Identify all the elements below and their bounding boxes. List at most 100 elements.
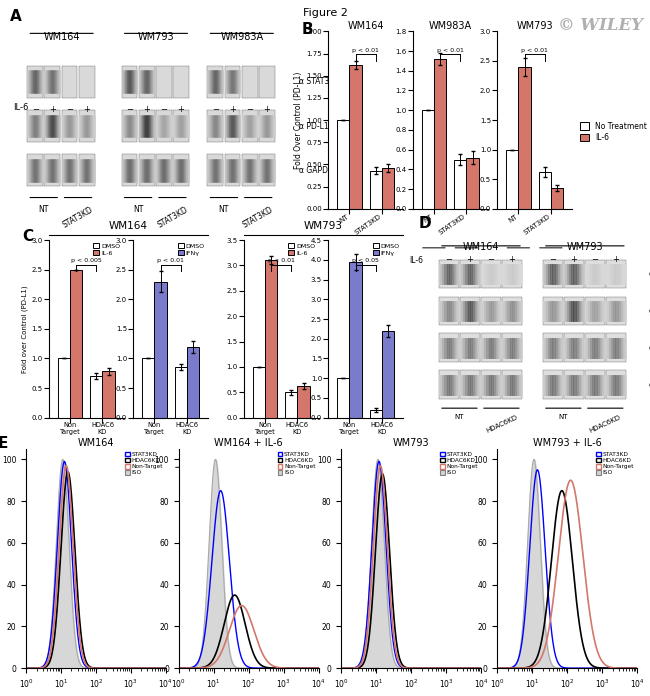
Legend: STAT3KD, HDAC6KD, Non-Target, ISO: STAT3KD, HDAC6KD, Non-Target, ISO <box>596 452 634 475</box>
Text: −: − <box>592 255 598 264</box>
Legend: DMSO, IL-6: DMSO, IL-6 <box>93 243 120 255</box>
Bar <box>62 110 77 142</box>
Text: WM164: WM164 <box>109 221 148 231</box>
Text: +: + <box>143 105 150 114</box>
Bar <box>564 296 584 325</box>
Bar <box>90 376 103 418</box>
Text: STAT3KD: STAT3KD <box>241 205 275 230</box>
Title: WM164: WM164 <box>77 438 114 448</box>
Bar <box>439 260 459 288</box>
Bar <box>506 150 519 209</box>
Text: α STAT3: α STAT3 <box>299 77 330 86</box>
Bar <box>439 370 459 399</box>
Bar <box>481 333 501 362</box>
Text: HDAC6KD: HDAC6KD <box>485 413 518 434</box>
Bar <box>382 168 394 209</box>
Bar <box>606 260 626 288</box>
Bar <box>27 110 43 142</box>
Bar <box>122 110 137 142</box>
Text: WM983A: WM983A <box>220 31 263 42</box>
Bar <box>454 159 467 209</box>
Text: STAT3KD: STAT3KD <box>61 205 95 230</box>
Bar <box>585 296 604 325</box>
Bar <box>142 358 155 418</box>
Bar <box>207 155 223 187</box>
Bar <box>460 296 480 325</box>
Bar <box>259 155 275 187</box>
Text: α PD-L1: α PD-L1 <box>299 122 329 131</box>
Bar <box>57 358 70 418</box>
Text: −: − <box>246 105 253 114</box>
Bar <box>122 65 137 98</box>
Text: NT: NT <box>558 413 568 420</box>
Text: B: B <box>302 22 314 38</box>
Text: D: D <box>419 216 432 231</box>
Bar <box>298 386 310 418</box>
Bar <box>62 65 77 98</box>
Bar <box>285 393 298 418</box>
Text: WM164: WM164 <box>463 242 499 252</box>
Bar <box>585 333 604 362</box>
Bar <box>27 155 43 187</box>
Text: WM793: WM793 <box>567 242 603 252</box>
Text: +: + <box>508 255 515 264</box>
Bar <box>187 347 199 418</box>
Bar <box>564 333 584 362</box>
Text: p < 0.05: p < 0.05 <box>352 258 379 264</box>
Title: WM983A: WM983A <box>428 21 472 31</box>
Bar <box>156 155 172 187</box>
Bar <box>519 67 530 209</box>
Text: −: − <box>126 105 133 114</box>
Text: NT: NT <box>455 413 464 420</box>
Text: IL-6: IL-6 <box>13 102 29 111</box>
Bar <box>242 110 257 142</box>
Bar <box>259 110 275 142</box>
Text: −: − <box>66 105 73 114</box>
Bar <box>155 282 166 418</box>
Bar <box>460 370 480 399</box>
Bar <box>79 155 94 187</box>
Text: p < 0.01: p < 0.01 <box>437 48 463 53</box>
Text: HDAC6KD: HDAC6KD <box>589 413 622 434</box>
Bar <box>62 155 77 187</box>
Bar <box>502 296 522 325</box>
Text: p < 0.01: p < 0.01 <box>268 258 294 264</box>
Bar <box>79 110 94 142</box>
Bar <box>139 155 155 187</box>
Bar <box>543 333 563 362</box>
Title: WM164: WM164 <box>347 21 384 31</box>
Bar <box>174 367 187 418</box>
Text: WM793: WM793 <box>138 31 174 42</box>
Bar <box>225 110 240 142</box>
Bar <box>207 110 223 142</box>
Text: α PD-L1: α PD-L1 <box>649 308 650 314</box>
Text: −: − <box>488 255 495 264</box>
Y-axis label: Fold over Control (PD-L1): Fold over Control (PD-L1) <box>22 285 29 372</box>
Text: C: C <box>23 230 34 244</box>
Bar <box>439 296 459 325</box>
Text: WM793: WM793 <box>304 221 343 231</box>
Text: p < 0.01: p < 0.01 <box>157 258 184 264</box>
Text: IL-6: IL-6 <box>410 256 424 265</box>
Bar <box>242 65 257 98</box>
Legend: STAT3KD, HDAC6KD, Non-Target, ISO: STAT3KD, HDAC6KD, Non-Target, ISO <box>125 452 163 475</box>
Text: α GAPDH: α GAPDH <box>649 381 650 388</box>
Legend: No Treatment, IL-6: No Treatment, IL-6 <box>577 118 650 145</box>
Bar <box>564 260 584 288</box>
Bar <box>369 171 382 209</box>
Bar <box>467 157 478 209</box>
Legend: DMSO, IL-6: DMSO, IL-6 <box>288 243 315 255</box>
Bar <box>350 65 361 209</box>
Text: −: − <box>212 105 219 114</box>
Bar <box>421 110 434 209</box>
Bar <box>173 110 189 142</box>
Text: +: + <box>467 255 473 264</box>
Bar <box>156 110 172 142</box>
Bar <box>350 262 361 418</box>
Text: p < 0.01: p < 0.01 <box>521 48 548 53</box>
Bar <box>337 378 350 418</box>
Bar <box>502 333 522 362</box>
Bar <box>585 260 604 288</box>
Bar <box>502 370 522 399</box>
Text: Figure 2: Figure 2 <box>302 8 348 18</box>
